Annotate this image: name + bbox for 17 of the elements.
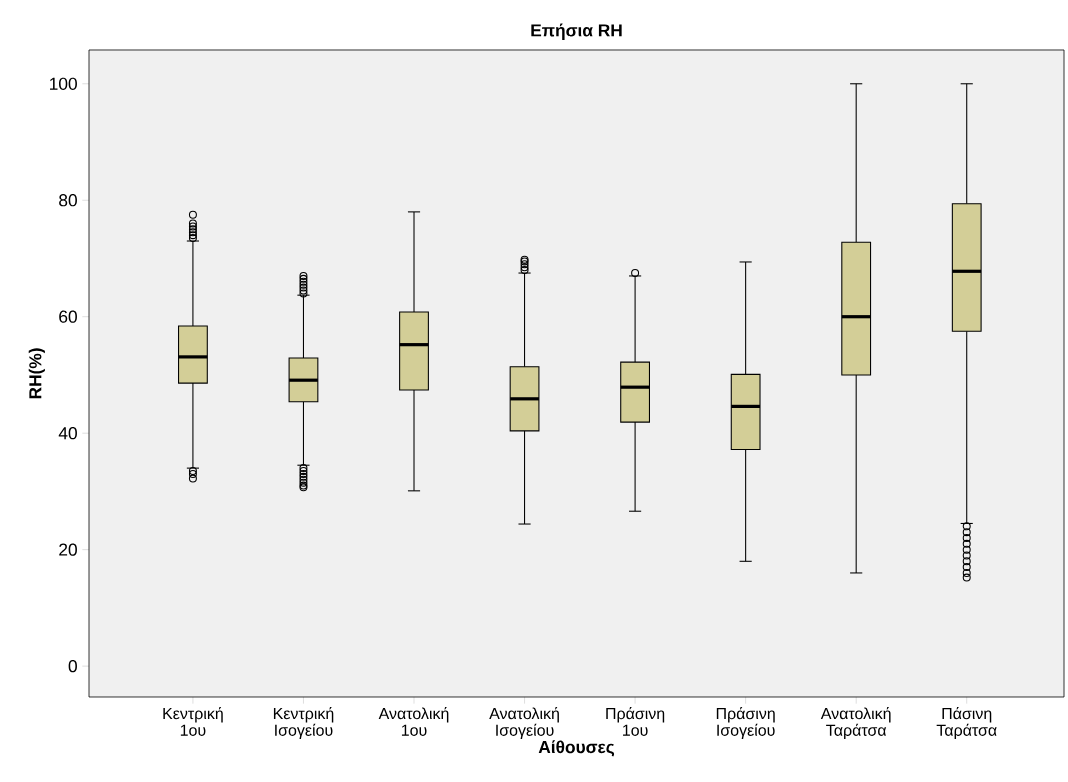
y-tick-label: 20 <box>59 543 77 556</box>
x-tick-label: Ανατολική 1ου <box>378 707 449 736</box>
y-tick-label: 80 <box>59 194 77 207</box>
x-tick-label: Πάσινη Ταράτσα <box>936 707 997 740</box>
y-tick-label: 100 <box>50 77 77 90</box>
x-tick-label: Κεντρική Ισογείου <box>273 707 334 740</box>
y-axis-title: RH(%) <box>28 348 45 399</box>
y-tick-label: 0 <box>68 659 77 673</box>
x-tick-label: Πράσινη 1ου <box>606 707 665 736</box>
x-tick-label: Ανατολική Ισογείου <box>489 707 559 740</box>
x-axis-title: Αίθουσες <box>538 740 615 757</box>
x-tick-label: Πράσινη Ισογείου <box>716 707 775 740</box>
chart-title: Επήσια RH <box>531 23 622 40</box>
y-tick-label: 40 <box>58 427 77 440</box>
y-tick-label: 60 <box>59 310 77 323</box>
x-tick-label: Ανατολική Ταράτσα <box>820 707 891 740</box>
x-tick-label: Κεντρική 1ου <box>163 707 223 736</box>
